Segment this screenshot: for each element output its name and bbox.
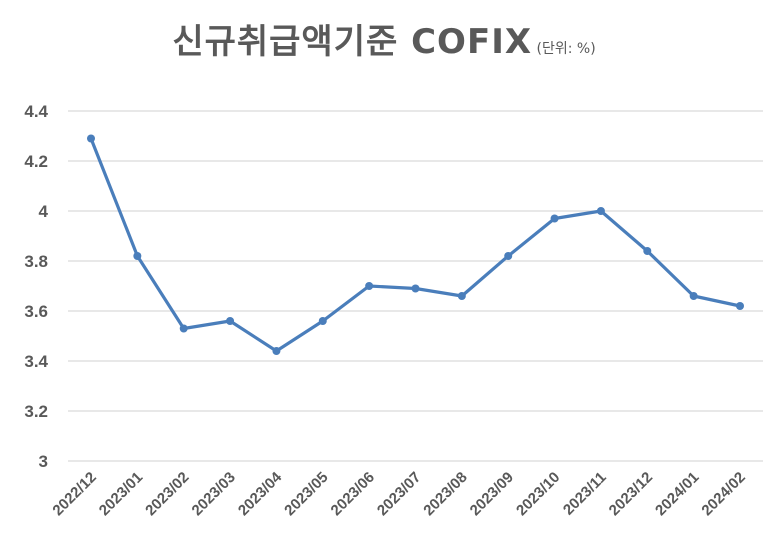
x-tick-label: 2024/01: [652, 469, 702, 519]
x-tick-label: 2023/09: [467, 469, 517, 519]
x-tick-label: 2023/04: [235, 468, 286, 519]
data-point: [643, 247, 652, 255]
data-line: [89, 136, 742, 353]
data-point: [457, 292, 466, 300]
data-point: [550, 214, 559, 223]
data-point: [736, 302, 744, 310]
data-point: [365, 282, 374, 290]
y-tick-label: 3.6: [24, 302, 48, 321]
data-point: [504, 252, 513, 260]
y-tick-label: 4.2: [24, 152, 48, 171]
x-tick-label: 2023/10: [513, 469, 563, 519]
x-tick-label: 2023/07: [374, 469, 424, 519]
x-tick-label: 2023/11: [560, 469, 610, 519]
data-point: [87, 134, 95, 143]
y-tick-label: 3: [39, 452, 48, 471]
x-tick-label: 2022/12: [49, 469, 99, 519]
x-tick-label: 2023/12: [606, 469, 656, 519]
y-tick-label: 4: [39, 202, 49, 221]
data-point: [133, 252, 142, 260]
data-point: [411, 284, 420, 293]
chart-title: 신규취급액기준 COFIX (단위: %): [0, 14, 768, 63]
x-tick-label: 2023/01: [96, 469, 146, 519]
y-tick-label: 4.4: [24, 102, 48, 121]
x-tick-label: 2023/02: [142, 469, 192, 519]
chart-title-main: 신규취급액기준 COFIX: [172, 22, 533, 62]
y-tick-label: 3.2: [24, 402, 48, 421]
x-tick-label: 2023/06: [328, 469, 378, 519]
x-tick-label: 2023/03: [189, 469, 239, 519]
y-tick-label: 3.4: [24, 352, 48, 371]
x-tick-label: 2023/08: [420, 469, 470, 519]
y-tick-label: 3.8: [24, 252, 48, 271]
data-point: [272, 347, 281, 355]
data-point: [689, 292, 698, 300]
data-point: [596, 207, 605, 215]
data-point: [179, 324, 188, 333]
chart-title-unit: (단위: %): [536, 41, 596, 57]
x-tick-label: 2024/02: [698, 469, 748, 519]
data-point: [318, 317, 327, 325]
x-tick-label: 2023/05: [281, 469, 331, 519]
data-point: [226, 317, 235, 325]
